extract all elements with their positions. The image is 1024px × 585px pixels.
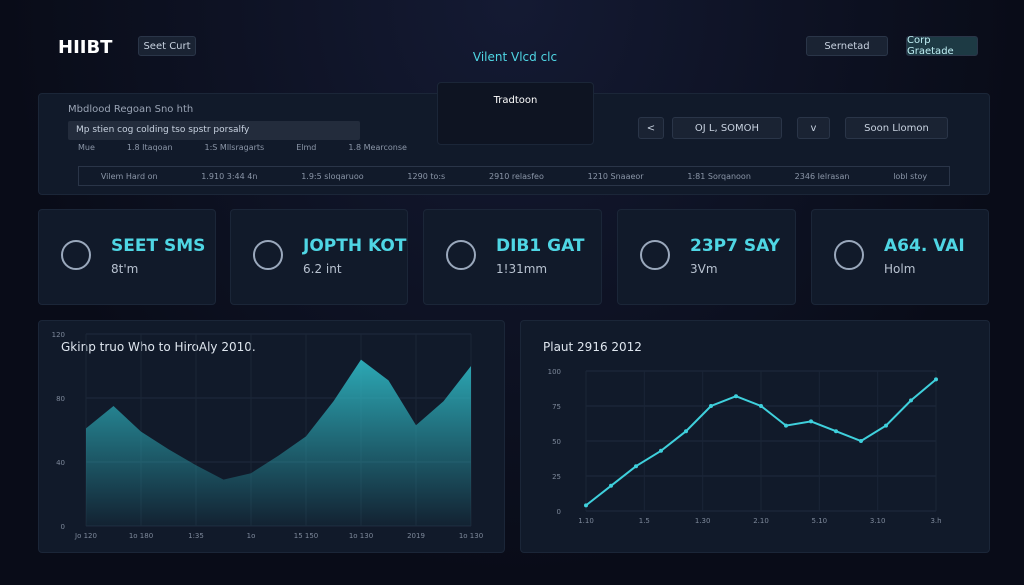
table-cell: 1210 Snaaeor — [587, 171, 644, 181]
center-title: Vilent Vlcd clc — [472, 50, 558, 64]
table-cell: 2346 Ielrasan — [794, 171, 850, 181]
logo: HIIBT — [58, 37, 113, 58]
area — [86, 359, 471, 526]
stat-icon — [61, 240, 91, 270]
stat-sub: 8t'm — [111, 262, 139, 276]
point — [884, 423, 888, 428]
stat-title: JOPTH KOT — [303, 236, 407, 256]
table-row: Vilem Hard on 1.910 3:44 4n 1.9:5 sloqaruo… — [78, 166, 950, 186]
control[interactable]: Soon Llomon — [845, 117, 948, 139]
y-tick-label: 120 — [52, 331, 65, 339]
y-tick-label: 25 — [552, 473, 561, 481]
y-tick-label: 50 — [552, 438, 561, 446]
filter-label: 1:S Mllsragarts — [204, 143, 265, 152]
point — [934, 377, 938, 382]
stat-card: DIB1 GAT 1!31mm — [423, 209, 602, 305]
y-tick-label: 75 — [552, 403, 561, 411]
stat-card: SEET SMS 8t'm — [38, 209, 216, 305]
stat-title: 23P7 SAY — [690, 236, 780, 256]
chart-title: Gkinp truo Who to HiroAly 2010. — [61, 340, 256, 354]
prev-button[interactable]: < — [638, 117, 664, 139]
x-tick-label: 1o 130 — [459, 532, 483, 540]
x-tick-label: 1.5 — [639, 517, 650, 525]
chart-panel: Gkinp truo Who to HiroAly 2010. 0 40 80 120 J… — [38, 320, 505, 553]
button[interactable]: Sernetad — [806, 36, 888, 56]
filter-label: Mue — [78, 143, 95, 152]
dropdown-button[interactable]: v — [797, 117, 830, 139]
point — [759, 404, 763, 408]
stat-sub: Holm — [884, 262, 916, 276]
y-tick-label: 0 — [557, 508, 561, 516]
y-tick-label: 80 — [56, 395, 65, 403]
control[interactable]: OJ L, SOMOH — [672, 117, 782, 139]
point — [859, 439, 863, 443]
stat-sub: 3Vm — [690, 262, 718, 276]
x-tick-label: Jo 120 — [74, 532, 97, 540]
stat-card: JOPTH KOT 6.2 int — [230, 209, 408, 305]
x-tick-label: 1o — [247, 532, 256, 540]
point — [909, 398, 913, 403]
filter-title: Mbdlood Regoan Sno hth — [68, 104, 194, 115]
filter-label: 1.8 Itaqoan — [126, 143, 173, 152]
x-tick-label: 1o 180 — [129, 532, 153, 540]
dropdown-label: Tradtoon — [493, 95, 538, 106]
point — [809, 419, 813, 424]
point — [734, 394, 738, 399]
table-cell: Vilem Hard on — [100, 171, 158, 181]
x-tick-label: 2.10 — [753, 517, 769, 525]
point — [659, 448, 663, 453]
button[interactable]: Seet Curt — [138, 36, 196, 56]
filter-label: 1.8 Mearconse — [348, 143, 407, 152]
search-input[interactable]: Mp stien cog colding tso spstr porsalfy — [68, 121, 360, 140]
stat-title: SEET SMS — [111, 236, 206, 256]
filter-label: Elmd — [296, 143, 317, 152]
table-cell: 1290 to:s — [407, 171, 446, 181]
x-tick-label: 1o 130 — [349, 532, 373, 540]
x-tick-label: 3.h — [930, 517, 941, 525]
filter-labels: Mue 1.8 Itaqoan 1:S Mllsragarts Elmd 1.8 Mea… — [78, 143, 407, 152]
table-cell: 1.9:5 sloqaruoo — [301, 171, 364, 181]
x-tick-label: 15 150 — [294, 532, 319, 540]
x-tick-label: 1.10 — [578, 517, 594, 525]
stat-title: DIB1 GAT — [496, 236, 585, 256]
point — [584, 503, 588, 508]
dropdown[interactable] — [437, 82, 594, 145]
stat-title: A64. VAI — [884, 236, 965, 256]
chart-title: Plaut 2916 2012 — [543, 340, 642, 354]
button[interactable]: Corp Graetade — [906, 35, 978, 57]
chart-panel: Plaut 2916 2012 0 25 50 75 100 1.10 1.5 1.30 2.10… — [520, 320, 990, 553]
x-tick-label: 2019 — [407, 532, 425, 540]
x-tick-label: 5.10 — [812, 517, 828, 525]
point — [609, 483, 613, 488]
stat-icon — [446, 240, 476, 270]
point — [784, 423, 788, 428]
stat-card: 23P7 SAY 3Vm — [617, 209, 796, 305]
y-tick-label: 0 — [61, 523, 65, 531]
stat-sub: 1!31mm — [496, 262, 548, 276]
stat-sub: 6.2 int — [303, 262, 342, 276]
point — [684, 429, 688, 434]
chart: Plaut 2916 2012 0 25 50 75 100 1.10 1.5 1.30 2.10… — [543, 340, 942, 525]
x-tick-label: 3.10 — [870, 517, 886, 525]
point — [834, 429, 838, 434]
table-cell: lobl stoy — [893, 171, 928, 181]
stat-icon — [253, 240, 283, 270]
stat-icon — [834, 240, 864, 270]
x-tick-label: 1:35 — [188, 532, 204, 540]
stat-card: A64. VAI Holm — [811, 209, 989, 305]
point — [709, 404, 713, 408]
table-cell: 2910 relasfeo — [488, 171, 544, 181]
table-cell: 1.910 3:44 4n — [201, 171, 258, 181]
stat-icon — [640, 240, 670, 270]
chart: Gkinp truo Who to HiroAly 2010. 0 40 80 120 J… — [52, 331, 484, 540]
point — [634, 464, 638, 469]
table-cell: 1:81 Sorqanoon — [687, 171, 751, 181]
y-tick-label: 100 — [548, 368, 561, 376]
x-tick-label: 1.30 — [695, 517, 711, 525]
y-tick-label: 40 — [56, 459, 65, 467]
